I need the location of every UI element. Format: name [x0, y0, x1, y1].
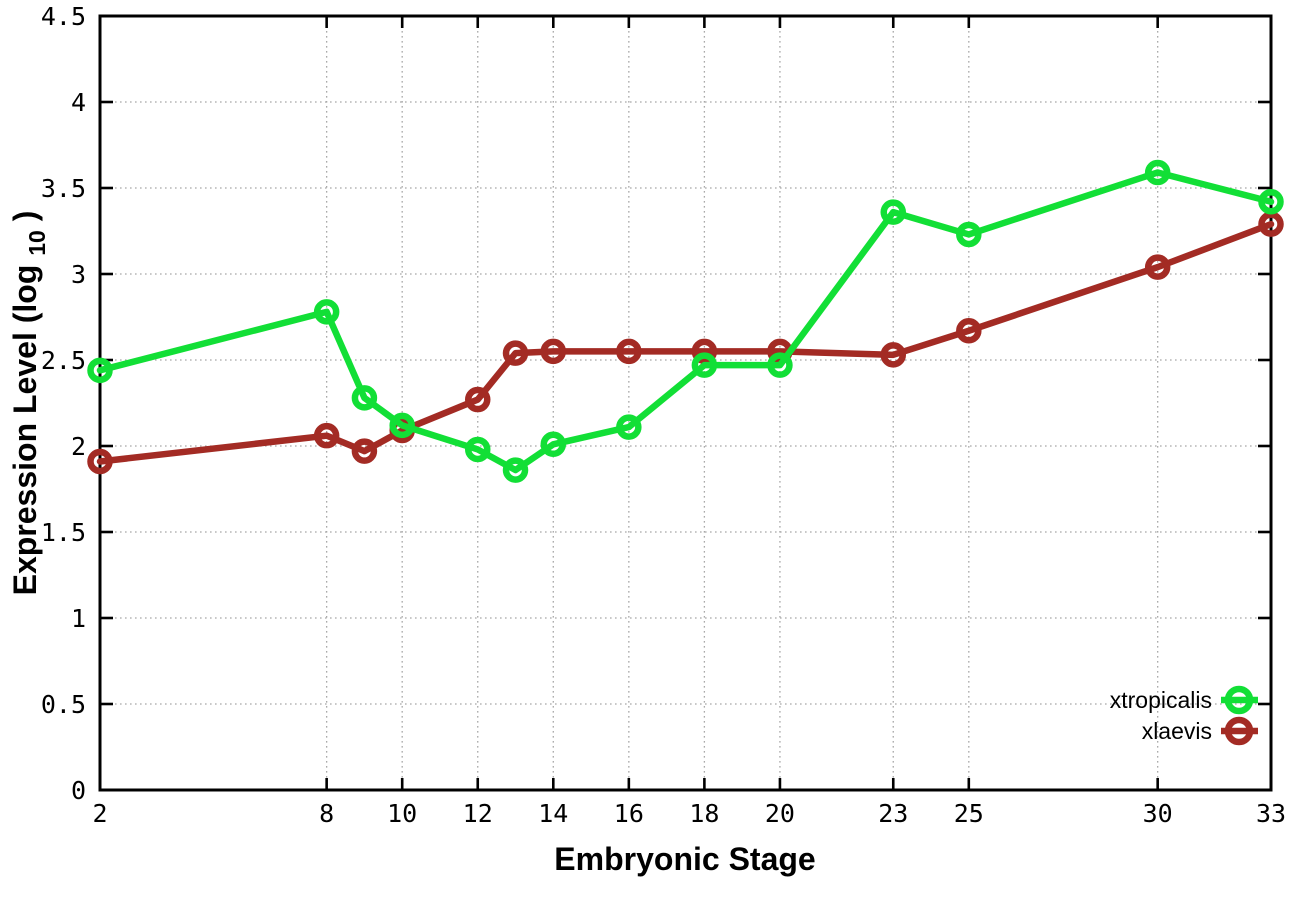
series-xlaevis	[87, 211, 1284, 475]
x-axis-tick-labels: 2 8 10 12 14 16 18 20 23 25 30 33	[92, 799, 1286, 828]
data-point-xlaevis	[464, 386, 491, 413]
data-point-xtropicalis	[87, 357, 113, 384]
series-line-xtropicalis	[96, 169, 1275, 474]
data-point-xlaevis	[1258, 211, 1284, 237]
plot-border-box	[98, 14, 1273, 792]
y-tick-label: 2.5	[41, 346, 86, 375]
x-tick-label: 2	[92, 799, 107, 828]
data-point-xlaevis	[502, 340, 529, 366]
x-tick-label: 23	[878, 799, 908, 828]
data-point-xtropicalis	[313, 299, 340, 325]
data-point-xtropicalis	[464, 436, 491, 463]
legend-label-xlaevis: xlaevis	[1142, 718, 1212, 744]
x-tick-label: 25	[954, 799, 984, 828]
legend-entry-xtropicalis: xtropicalis	[1110, 685, 1258, 715]
plot-border	[98, 14, 1273, 792]
x-axis-title: Embryonic Stage	[554, 841, 815, 877]
data-point-xlaevis	[313, 422, 340, 449]
data-series	[87, 159, 1284, 483]
data-point-xlaevis	[616, 338, 642, 365]
y-tick-label: 1.5	[41, 518, 86, 547]
legend-entry-xlaevis: xlaevis	[1142, 716, 1258, 746]
data-point-xtropicalis	[1258, 189, 1284, 215]
x-tick-label: 10	[387, 799, 417, 828]
x-tick-label: 18	[689, 799, 719, 828]
y-tick-label: 4.5	[41, 2, 86, 31]
data-point-xtropicalis	[880, 199, 907, 225]
data-point-xtropicalis	[956, 221, 982, 248]
data-point-xlaevis	[87, 448, 113, 475]
x-tick-label: 16	[614, 799, 644, 828]
data-point-xtropicalis	[351, 385, 378, 411]
legend-marker-xtropicalis	[1224, 685, 1254, 715]
x-tick-label: 14	[538, 799, 568, 828]
data-point-xtropicalis	[502, 457, 529, 483]
y-axis-title-close: )	[7, 211, 43, 222]
y-tick-label: 3.5	[41, 174, 86, 203]
y-axis-title-main: Expression Level (log	[7, 265, 43, 596]
data-point-xtropicalis	[1144, 159, 1171, 186]
series-line-xlaevis	[96, 220, 1275, 465]
data-point-xtropicalis	[691, 352, 718, 378]
y-tick-label: 2	[71, 432, 86, 461]
x-tick-label: 8	[319, 799, 334, 828]
x-tick-label: 12	[463, 799, 493, 828]
x-tick-label: 30	[1143, 799, 1173, 828]
y-tick-label: 0	[71, 776, 86, 805]
axis-ticks	[98, 14, 1273, 792]
data-point-xlaevis	[1144, 254, 1171, 280]
y-axis-title: Expression Level (log 10 )	[7, 211, 52, 596]
legend: xtropicalis xlaevis	[1110, 685, 1258, 746]
data-point-xtropicalis	[389, 412, 415, 439]
data-point-xtropicalis	[540, 431, 567, 458]
y-tick-label: 4	[71, 88, 86, 117]
data-point-xtropicalis	[767, 352, 793, 378]
legend-label-xtropicalis: xtropicalis	[1110, 687, 1212, 713]
series-xtropicalis	[87, 159, 1284, 483]
legend-marker-xlaevis	[1224, 716, 1254, 746]
x-tick-label: 20	[765, 799, 795, 828]
data-point-xtropicalis	[616, 414, 642, 440]
y-axis-title-subscript: 10	[24, 230, 50, 256]
x-tick-label: 33	[1256, 799, 1286, 828]
y-tick-label: 0.5	[41, 690, 86, 719]
gridlines	[100, 16, 1271, 790]
data-point-xlaevis	[880, 342, 907, 368]
y-tick-label: 3	[71, 260, 86, 289]
data-point-xlaevis	[351, 438, 378, 464]
data-point-xlaevis	[956, 318, 982, 344]
y-tick-label: 1	[71, 604, 86, 633]
y-axis-tick-labels: 0 0.5 1 1.5 2 2.5 3 3.5 4 4.5	[41, 2, 86, 805]
data-point-xlaevis	[691, 338, 718, 365]
data-point-xlaevis	[540, 338, 567, 365]
